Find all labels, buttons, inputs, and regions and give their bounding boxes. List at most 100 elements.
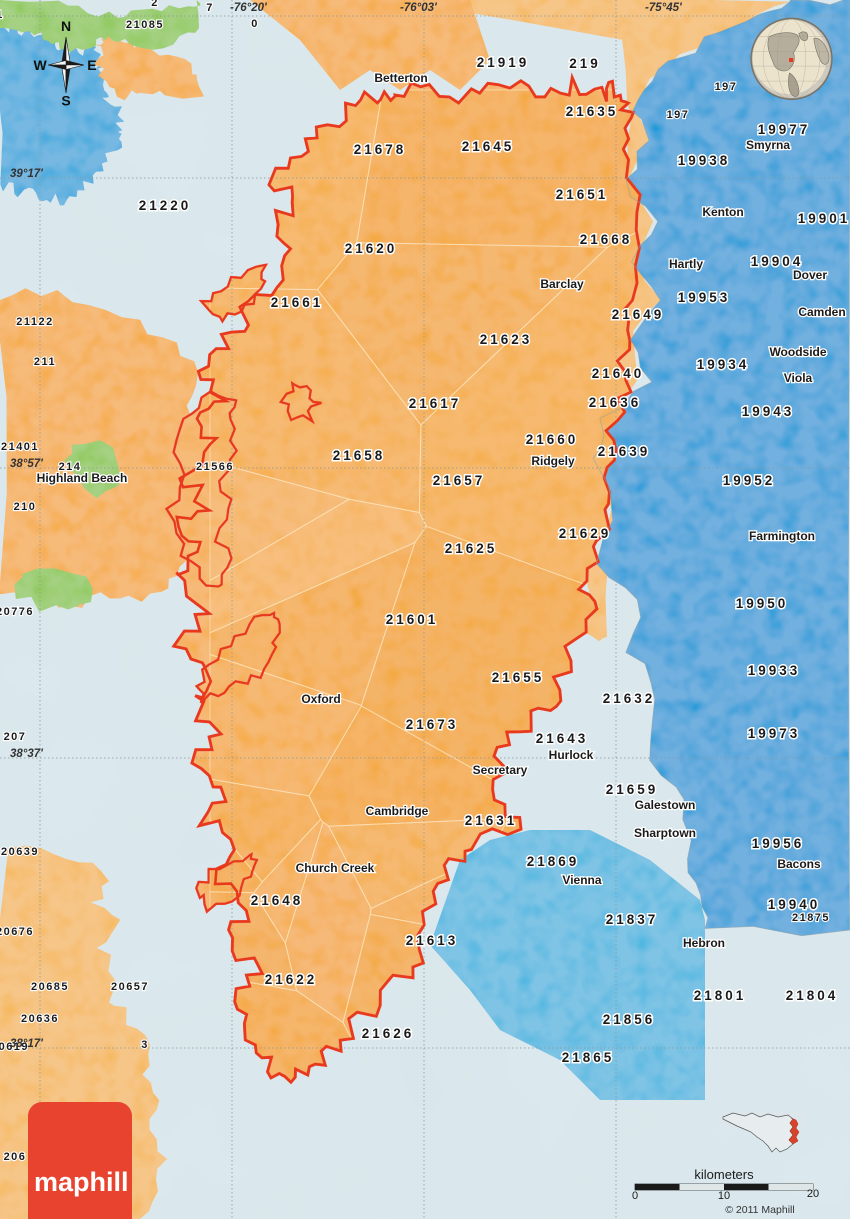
svg-text:21639: 21639 (598, 444, 651, 459)
svg-text:Oxford: Oxford (301, 692, 340, 706)
svg-text:Hurlock: Hurlock (549, 748, 594, 762)
svg-text:21660: 21660 (526, 432, 579, 447)
svg-text:-76°03': -76°03' (400, 2, 438, 14)
svg-text:21856: 21856 (603, 1012, 656, 1027)
svg-text:21635: 21635 (566, 104, 619, 119)
svg-text:21401: 21401 (1, 441, 39, 453)
svg-text:197: 197 (715, 81, 738, 93)
svg-text:Highland Beach: Highland Beach (37, 471, 128, 485)
svg-text:19973: 19973 (748, 726, 801, 741)
svg-text:19938: 19938 (678, 153, 731, 168)
svg-text:21657: 21657 (433, 473, 486, 488)
svg-text:Secretary: Secretary (473, 763, 528, 777)
svg-text:© 2011 Maphill: © 2011 Maphill (725, 1204, 794, 1216)
svg-text:-76°20': -76°20' (230, 2, 268, 14)
svg-text:19940: 19940 (768, 897, 821, 912)
svg-text:38°17': 38°17' (10, 1038, 44, 1050)
svg-text:21649: 21649 (612, 307, 665, 322)
svg-text:Church Creek: Church Creek (296, 861, 375, 875)
svg-text:Farmington: Farmington (749, 529, 815, 543)
svg-text:19950: 19950 (736, 596, 789, 611)
svg-text:206: 206 (4, 1151, 27, 1163)
svg-text:Cambridge: Cambridge (366, 804, 429, 818)
svg-text:-75°45': -75°45' (645, 2, 683, 14)
svg-text:39°17': 39°17' (10, 168, 44, 180)
svg-text:211: 211 (34, 356, 56, 368)
svg-text:7: 7 (206, 2, 214, 14)
svg-text:Dover: Dover (793, 268, 827, 282)
svg-text:21640: 21640 (592, 366, 645, 381)
svg-text:20: 20 (807, 1188, 819, 1200)
svg-text:20676: 20676 (0, 926, 34, 938)
svg-text:38°57': 38°57' (10, 458, 44, 470)
svg-text:21220: 21220 (139, 198, 192, 213)
svg-text:21620: 21620 (345, 241, 398, 256)
svg-text:Betterton: Betterton (374, 71, 427, 85)
svg-text:E: E (87, 57, 96, 73)
svg-text:maphill: maphill (34, 1167, 129, 1197)
svg-text:21655: 21655 (492, 670, 545, 685)
svg-text:21673: 21673 (406, 717, 459, 732)
svg-text:Ridgely: Ridgely (531, 454, 575, 468)
svg-text:Woodside: Woodside (769, 345, 826, 359)
svg-text:21837: 21837 (606, 912, 659, 927)
svg-text:21623: 21623 (480, 332, 533, 347)
svg-text:21658: 21658 (333, 448, 386, 463)
svg-text:19934: 19934 (697, 357, 750, 372)
svg-text:197: 197 (667, 109, 690, 121)
svg-text:20636: 20636 (21, 1013, 59, 1025)
svg-text:219: 219 (569, 56, 601, 71)
svg-text:S: S (61, 93, 70, 109)
svg-text:Hartly: Hartly (669, 257, 703, 271)
svg-text:21636: 21636 (589, 395, 642, 410)
svg-text:0: 0 (251, 18, 259, 30)
svg-text:21869: 21869 (527, 854, 580, 869)
svg-text:38°37': 38°37' (10, 748, 44, 760)
svg-text:21659: 21659 (606, 782, 659, 797)
svg-text:21617: 21617 (409, 396, 462, 411)
svg-text:10: 10 (718, 1190, 730, 1202)
svg-text:0: 0 (632, 1190, 638, 1202)
svg-text:21085: 21085 (126, 19, 164, 31)
svg-text:21678: 21678 (354, 142, 407, 157)
svg-text:20685: 20685 (31, 981, 69, 993)
svg-text:1: 1 (0, 9, 4, 21)
svg-text:Vienna: Vienna (562, 873, 601, 887)
svg-text:Camden: Camden (798, 305, 845, 319)
svg-text:19956: 19956 (752, 836, 805, 851)
svg-text:20639: 20639 (1, 846, 39, 858)
svg-text:19943: 19943 (742, 404, 795, 419)
svg-text:21601: 21601 (386, 612, 439, 627)
svg-text:20776: 20776 (0, 606, 34, 618)
svg-text:21632: 21632 (603, 691, 656, 706)
svg-text:19933: 19933 (748, 663, 801, 678)
svg-text:21122: 21122 (16, 316, 53, 328)
svg-text:19904: 19904 (751, 254, 804, 269)
svg-text:21668: 21668 (580, 232, 633, 247)
svg-text:2: 2 (151, 0, 159, 9)
svg-text:21651: 21651 (556, 187, 609, 202)
svg-text:21919: 21919 (477, 55, 530, 70)
svg-text:21629: 21629 (559, 526, 612, 541)
svg-text:19953: 19953 (678, 290, 731, 305)
svg-text:N: N (61, 18, 71, 34)
svg-text:Viola: Viola (784, 371, 813, 385)
svg-text:Sharptown: Sharptown (634, 826, 696, 840)
svg-text:21626: 21626 (362, 1026, 415, 1041)
svg-text:kilometers: kilometers (694, 1167, 754, 1182)
svg-text:21622: 21622 (265, 972, 318, 987)
svg-text:Galestown: Galestown (635, 798, 696, 812)
svg-text:3: 3 (141, 1039, 149, 1051)
svg-text:Smyrna: Smyrna (746, 138, 790, 152)
svg-text:21801: 21801 (694, 988, 747, 1003)
svg-text:21875: 21875 (792, 912, 830, 924)
svg-text:20657: 20657 (111, 981, 149, 993)
svg-text:19901: 19901 (798, 211, 850, 226)
svg-text:Kenton: Kenton (702, 205, 743, 219)
svg-text:Barclay: Barclay (540, 277, 584, 291)
svg-text:207: 207 (4, 731, 27, 743)
svg-text:21648: 21648 (251, 893, 304, 908)
svg-text:21631: 21631 (465, 813, 518, 828)
svg-text:Hebron: Hebron (683, 936, 725, 950)
svg-text:21804: 21804 (786, 988, 839, 1003)
